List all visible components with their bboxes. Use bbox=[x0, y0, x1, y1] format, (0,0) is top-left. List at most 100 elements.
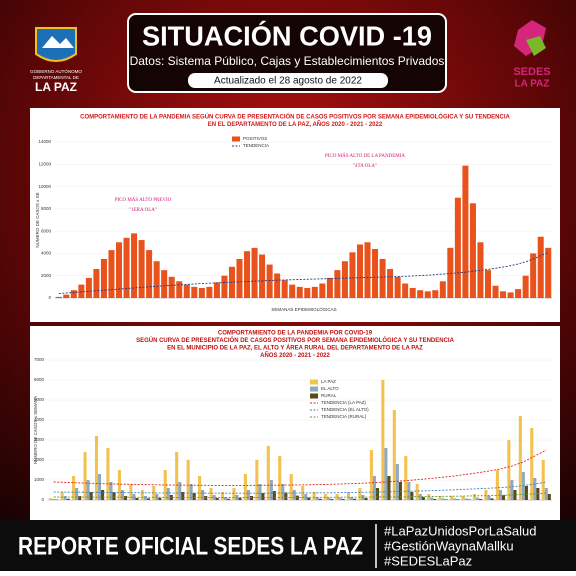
bar bbox=[284, 492, 287, 500]
bar bbox=[465, 498, 468, 500]
bar bbox=[330, 499, 333, 500]
legend-label: TENDENCIA (LA PAZ) bbox=[321, 400, 366, 405]
bar bbox=[533, 478, 536, 500]
bar bbox=[427, 494, 430, 500]
legend-swatch bbox=[310, 394, 318, 399]
bar bbox=[198, 476, 201, 500]
bar bbox=[61, 492, 64, 500]
bar bbox=[440, 281, 446, 298]
bar bbox=[484, 490, 487, 500]
bar bbox=[78, 496, 81, 500]
bar bbox=[445, 499, 448, 500]
bar bbox=[84, 452, 87, 500]
bar bbox=[247, 490, 250, 500]
bar bbox=[508, 292, 514, 298]
bar bbox=[216, 498, 219, 500]
bar bbox=[393, 410, 396, 500]
bar bbox=[270, 480, 273, 500]
bar bbox=[108, 250, 114, 298]
annotation: PICO MÁS ALTO DE LA PANDEMIA bbox=[325, 153, 405, 159]
bar bbox=[101, 259, 107, 298]
bar bbox=[525, 486, 528, 500]
bar bbox=[158, 498, 161, 500]
bar bbox=[502, 495, 505, 500]
bar bbox=[307, 498, 310, 500]
legend-label: RURAL bbox=[321, 393, 337, 398]
hashtag: #GestiónWaynaMallku bbox=[384, 538, 514, 553]
bar bbox=[327, 278, 333, 298]
bar bbox=[491, 498, 494, 500]
bar bbox=[476, 498, 479, 500]
bar bbox=[259, 255, 265, 298]
y-tick-label: 2000 bbox=[34, 457, 45, 462]
annotation: PICO MÁS ALTO PREVIO bbox=[115, 197, 172, 203]
bar bbox=[71, 290, 77, 298]
bar bbox=[267, 446, 270, 500]
bar bbox=[339, 498, 342, 500]
bar bbox=[282, 280, 288, 298]
bar bbox=[507, 440, 510, 500]
bar bbox=[417, 290, 423, 298]
bar bbox=[261, 493, 264, 500]
bar bbox=[191, 287, 197, 298]
updated: Actualizado el 28 agosto de 2022 bbox=[214, 76, 362, 87]
hashtag: #LaPazUnidosPorLaSalud bbox=[384, 523, 537, 538]
bar bbox=[396, 464, 399, 500]
bar bbox=[545, 488, 548, 500]
subtitle: Datos: Sistema Público, Cajas y Establec… bbox=[130, 54, 445, 68]
annotation: "1ERA OLA" bbox=[129, 208, 157, 213]
y-tick-label: 6000 bbox=[41, 228, 52, 233]
bar bbox=[456, 499, 459, 500]
bar bbox=[72, 476, 75, 500]
bar bbox=[93, 269, 99, 298]
bar bbox=[167, 488, 170, 500]
bar bbox=[319, 284, 325, 298]
bar bbox=[422, 497, 425, 500]
bar bbox=[364, 242, 370, 298]
bar bbox=[493, 286, 499, 298]
bar bbox=[204, 496, 207, 500]
bar bbox=[206, 287, 212, 298]
logo-text: LA PAZ bbox=[35, 80, 77, 94]
bar bbox=[487, 496, 490, 500]
y-tick-label: 12000 bbox=[38, 161, 51, 166]
bar bbox=[67, 499, 70, 500]
bar bbox=[201, 490, 204, 500]
bar bbox=[146, 250, 152, 298]
bar bbox=[538, 237, 544, 298]
bar bbox=[244, 251, 250, 298]
bar bbox=[416, 484, 419, 500]
bar bbox=[221, 276, 227, 298]
bar bbox=[101, 490, 104, 500]
bar bbox=[510, 480, 513, 500]
chart-title: EN EL DEPARTAMENTO DE LA PAZ, AÑOS 2020 … bbox=[208, 121, 383, 128]
bar bbox=[349, 252, 355, 298]
bar bbox=[433, 499, 436, 500]
bar bbox=[86, 278, 92, 298]
bar bbox=[410, 288, 416, 298]
bar bbox=[387, 476, 390, 500]
bar bbox=[462, 496, 465, 500]
bar bbox=[342, 499, 345, 500]
bar bbox=[548, 494, 551, 500]
y-axis-label: NÚMERO DE CASOS x SEMANA bbox=[32, 396, 38, 464]
bar bbox=[387, 269, 393, 298]
y-tick-label: 3000 bbox=[34, 437, 45, 442]
bar bbox=[523, 276, 529, 298]
chart-title: COMPORTAMIENTO DE LA PANDEMIA SEGÚN CURV… bbox=[80, 113, 510, 121]
chart-title: COMPORTAMIENTO DE LA PANDEMIA POR COVID-… bbox=[218, 331, 373, 337]
bar bbox=[139, 240, 145, 298]
bar bbox=[468, 499, 471, 500]
bar bbox=[380, 259, 386, 298]
bar bbox=[227, 499, 230, 500]
bar bbox=[455, 198, 461, 298]
bar bbox=[274, 273, 280, 298]
bar bbox=[479, 499, 482, 500]
bar bbox=[473, 494, 476, 500]
bar bbox=[357, 245, 363, 298]
bar bbox=[161, 270, 167, 298]
bar bbox=[244, 474, 247, 500]
legend-swatch bbox=[310, 380, 318, 385]
hashtag: #SEDESLaPaz bbox=[384, 553, 472, 568]
